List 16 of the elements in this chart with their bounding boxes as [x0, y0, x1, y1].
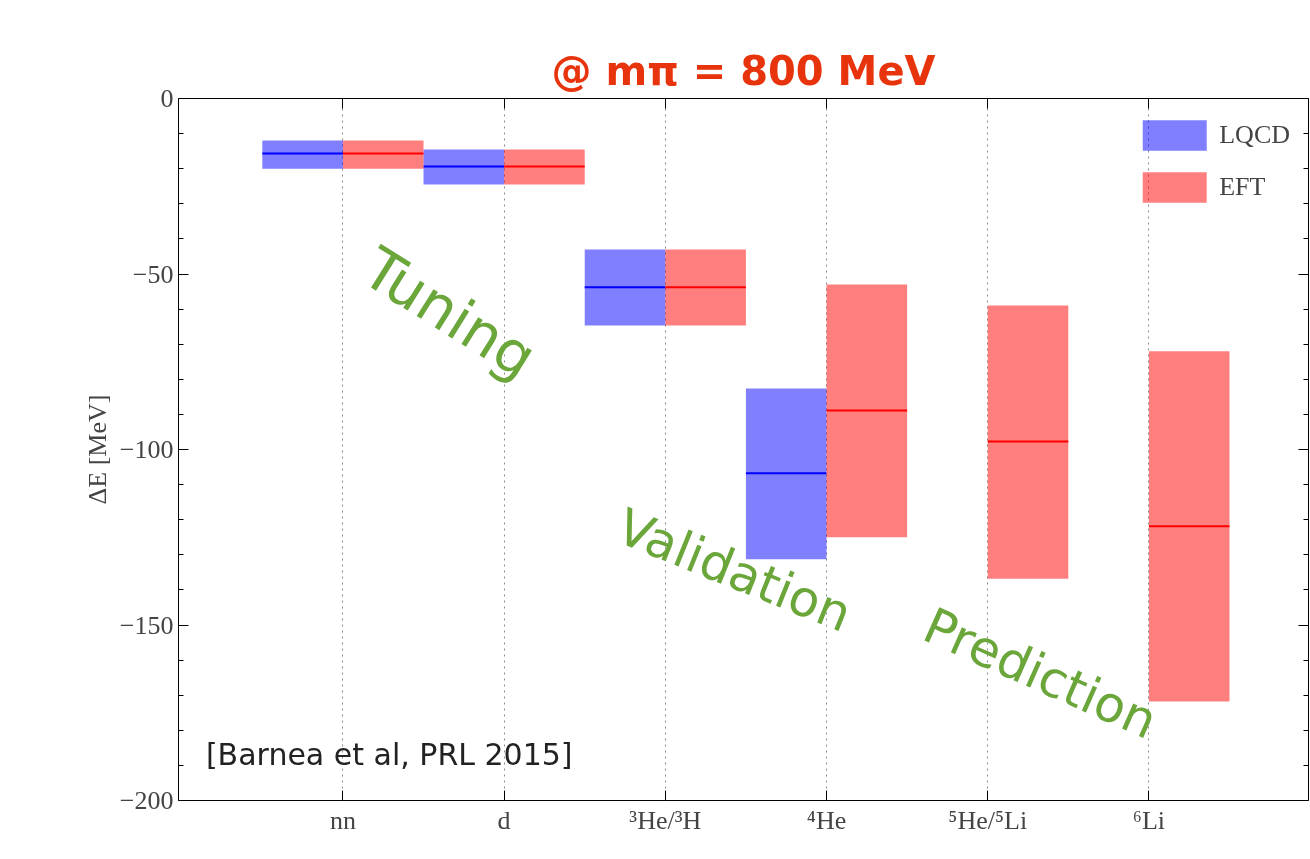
chart-title: @ mπ = 800 MeV [551, 47, 936, 94]
legend-label: EFT [1219, 172, 1266, 202]
x-tick-label: nn [329, 805, 356, 835]
legend-label: LQCD [1219, 120, 1290, 150]
y-tick-label: −100 [119, 435, 174, 464]
x-tick-label: ⁴He [806, 805, 847, 835]
x-tick-label: ⁶Li [1132, 805, 1165, 835]
y-tick-label: −50 [132, 259, 174, 289]
y-tick-label: −150 [119, 610, 174, 640]
x-tick-label: d [497, 805, 511, 835]
x-tick-label: ³He/³H [629, 805, 702, 835]
annotation: [Barnea et al, PRL 2015] [205, 737, 573, 773]
y-axis-title: ΔE [MeV] [82, 394, 112, 505]
y-tick-label: 0 [160, 84, 174, 113]
x-tick-label: ⁵He/⁵Li [948, 805, 1028, 835]
y-tick-label: −200 [119, 786, 174, 815]
